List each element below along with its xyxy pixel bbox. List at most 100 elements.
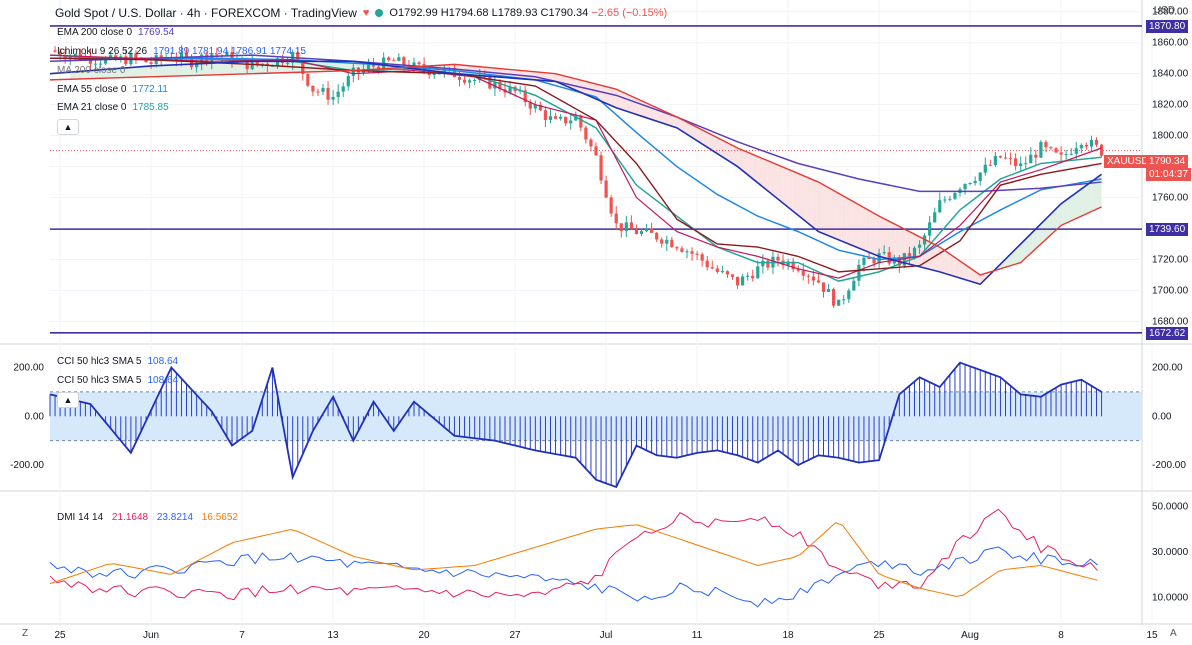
cci-tick-label-left: 0.00 [25,411,45,422]
candle-body [124,56,128,65]
candle-body [1074,148,1078,154]
cloud-segment [173,64,179,77]
candle-body [690,251,694,254]
cloud-segment [222,62,228,75]
legend-ichimoku[interactable]: Ichimoku 9 26 52 26 1791.89 1781.94 1786.… [57,46,306,57]
cloud-segment [1067,195,1073,223]
level-badge-2: 1739.60 [1146,223,1189,237]
symbol-title[interactable]: Gold Spot / U.S. Dollar · 4h · FOREXCOM … [55,6,357,20]
candle-body [58,51,62,56]
chart-header: Gold Spot / U.S. Dollar · 4h · FOREXCOM … [55,6,667,20]
candle-body [144,58,148,63]
collapse-legend-button[interactable]: ▲ [57,119,79,135]
cloud-segment [762,158,768,191]
candle-body [225,52,229,57]
candle-body [847,290,851,300]
cloud-segment [1047,212,1053,238]
cloud-segment [728,143,734,164]
candle-body [660,239,664,244]
cloud-segment [1081,185,1087,216]
ohlc-values: O1792.99 H1794.68 L1789.93 C1790.34 −2.6… [389,7,667,19]
candle-body [1089,139,1094,147]
legend-ma200[interactable]: MA 200 close 0 [57,65,126,76]
candle-body [149,62,153,64]
candle-body [655,232,659,240]
cloud-segment [806,177,812,227]
candle-body [1044,142,1048,148]
legend-dmi[interactable]: DMI 14 14 21.1648 23.8214 16.5652 [57,512,238,523]
cloud-segment [84,70,90,79]
candle-body [953,192,957,199]
candle-body [720,271,724,273]
candle-body [837,299,841,306]
currency-label[interactable]: USD [1154,5,1176,16]
collapse-cci-legend-button[interactable]: ▲ [57,392,79,408]
dmi-line-adx [49,522,1098,597]
candle-body [1079,144,1083,149]
candle-body [468,80,472,83]
cloud-segment [163,65,169,77]
legend-cci-2[interactable]: CCI 50 hlc3 SMA 5 108.64 [57,375,179,386]
candle-body [594,146,598,156]
candle-body [589,139,593,147]
candle-body [574,115,578,121]
candle-body [493,81,497,89]
candle-body [1049,147,1053,149]
cloud-segment [1003,256,1009,268]
change-value: −2.65 (−0.15%) [591,7,668,19]
cloud-segment [178,64,184,76]
candle-body [321,88,325,92]
x-tick-label: Jun [143,630,159,641]
candle-body [993,156,997,166]
grid-lines [0,0,1192,625]
candle-body [801,270,805,276]
cloud-segment [747,152,753,179]
candle-body [685,251,689,253]
candle-body [609,197,613,214]
candle-body [195,62,199,68]
cloud-segment [968,267,974,283]
y-tick-label: 1680.00 [1152,316,1189,327]
auto-scale-button[interactable]: A [1170,628,1177,639]
cloud-segment [841,194,847,243]
cloud-segment [851,200,856,247]
candle-body [559,116,563,119]
legend-ema200[interactable]: EMA 200 close 0 1769.54 [57,27,175,38]
legend-ema21[interactable]: EMA 21 close 0 1785.85 [57,102,169,113]
y-tick-label: 1860.00 [1152,38,1189,49]
cloud-segment [713,135,719,155]
favorite-icon[interactable]: ♥ [362,7,370,19]
line-conversion [49,54,1102,279]
cloud-segment [787,168,793,211]
candle-body [564,116,568,124]
candle-body [569,120,573,124]
candle-body [665,239,669,244]
cloud-segment [782,166,788,207]
candle-body [498,81,502,90]
candle-body [584,127,588,140]
candle-body [457,77,462,80]
cloud-segment [934,244,940,272]
dmi-line-di [49,508,1098,601]
zoom-left-button[interactable]: Z [22,628,29,639]
candle-body [644,228,649,232]
level-badge-1: 1870.80 [1146,19,1189,33]
y-tick-label: 1880.00 [1152,7,1189,18]
cloud-segment [856,203,861,249]
candle-body [336,91,340,97]
cloud-segment [733,145,739,168]
legend-cci-1[interactable]: CCI 50 hlc3 SMA 5 108.64 [57,356,179,367]
candle-body [346,75,350,87]
candle-body [741,276,745,286]
dmi-tick-label: 50.0000 [1152,501,1189,512]
cloud-segment [217,62,223,75]
candle-body [316,91,320,93]
legend-ema55[interactable]: EMA 55 close 0 1772.11 [57,84,168,95]
cloud-segment [664,111,670,126]
cloud-segment [949,253,955,277]
candle-body [943,199,947,201]
candle-body [670,239,674,248]
candle-body [912,247,917,258]
cloud-segment [70,71,76,80]
